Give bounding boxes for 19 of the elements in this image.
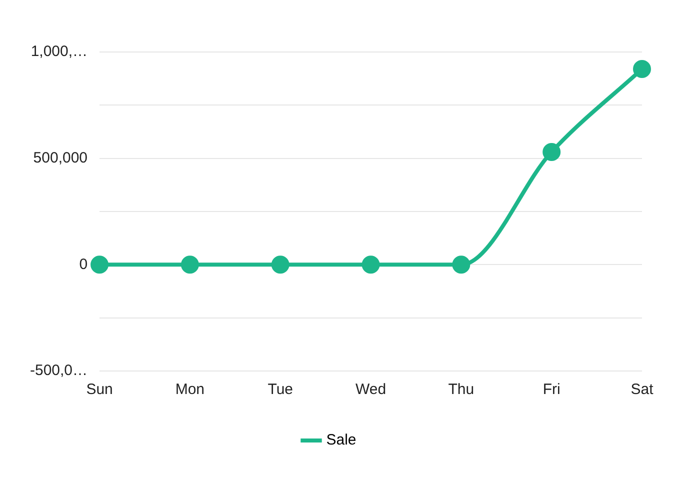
y-tick-label: 0 xyxy=(79,256,88,273)
x-tick-label: Sun xyxy=(86,381,113,398)
x-tick-label: Fri xyxy=(542,381,560,398)
point xyxy=(542,142,561,161)
x-tick-label: Thu xyxy=(448,381,474,398)
point xyxy=(180,256,199,274)
legend-label: Sale xyxy=(326,432,356,449)
y-tick-label: 500,000 xyxy=(33,149,88,166)
x-tick-label: Mon xyxy=(175,381,205,398)
point xyxy=(452,256,470,274)
point xyxy=(271,256,290,274)
y-tick-label: 1,000,… xyxy=(30,43,88,60)
point xyxy=(362,256,380,274)
x-tick-label: Wed xyxy=(355,381,386,398)
y-tick-label: -500,0… xyxy=(30,362,88,380)
x-tick-label: Tue xyxy=(268,381,294,398)
x-tick-label: Sat xyxy=(630,381,654,398)
point xyxy=(90,256,109,274)
point xyxy=(633,60,651,78)
